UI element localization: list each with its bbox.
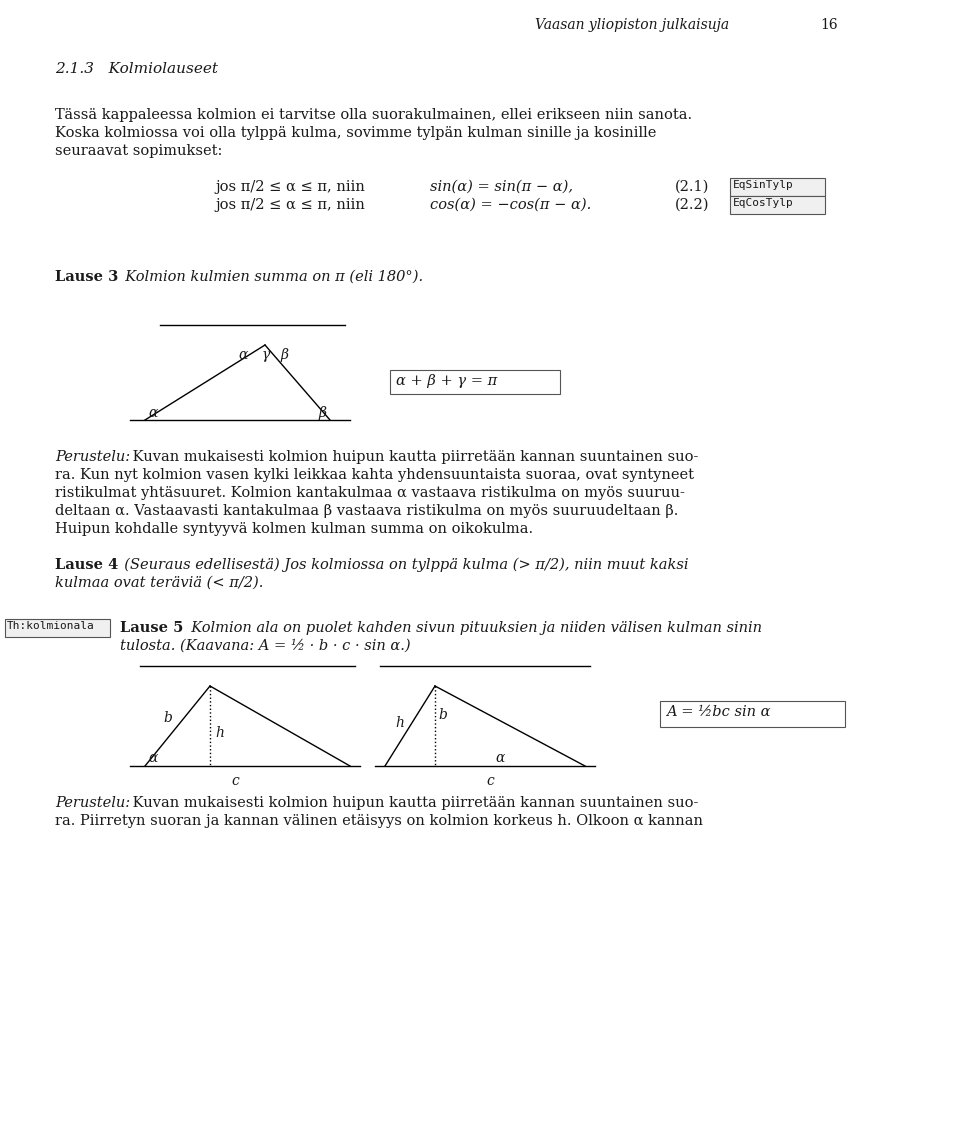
Text: EqSinTylp: EqSinTylp	[733, 180, 794, 191]
Text: (2.2): (2.2)	[675, 199, 709, 212]
Text: jos π/2 ≤ α ≤ π, niin: jos π/2 ≤ α ≤ π, niin	[215, 180, 365, 194]
Text: Tässä kappaleessa kolmion ei tarvitse olla suorakulmainen, ellei erikseen niin s: Tässä kappaleessa kolmion ei tarvitse ol…	[55, 108, 692, 122]
Text: (2.1): (2.1)	[675, 180, 709, 194]
Text: α: α	[495, 751, 504, 764]
Text: α: α	[148, 406, 157, 420]
Text: Huipun kohdalle syntyyvä kolmen kulman summa on oikokulma.: Huipun kohdalle syntyyvä kolmen kulman s…	[55, 521, 533, 536]
Text: jos π/2 ≤ α ≤ π, niin: jos π/2 ≤ α ≤ π, niin	[215, 199, 365, 212]
Text: α: α	[238, 348, 248, 362]
Text: ra. Kun nyt kolmion vasen kylki leikkaa kahta yhdensuuntaista suoraa, ovat synty: ra. Kun nyt kolmion vasen kylki leikkaa …	[55, 468, 694, 482]
Text: Vaasan yliopiston julkaisuja: Vaasan yliopiston julkaisuja	[535, 18, 730, 32]
Text: Kuvan mukaisesti kolmion huipun kautta piirretään kannan suuntainen suo-: Kuvan mukaisesti kolmion huipun kautta p…	[128, 450, 698, 464]
Text: γ: γ	[262, 348, 271, 362]
Text: b: b	[163, 711, 172, 725]
Text: β: β	[280, 348, 288, 362]
Bar	[660, 701, 845, 727]
Text: cos(α) = −cos(π − α).: cos(α) = −cos(π − α).	[430, 199, 591, 212]
Bar	[730, 178, 825, 196]
Text: Kolmion ala on puolet kahden sivun pituuksien ja niiden välisen kulman sinin: Kolmion ala on puolet kahden sivun pituu…	[182, 621, 762, 636]
Text: Th:kolmionala: Th:kolmionala	[7, 621, 95, 631]
Text: α + β + γ = π: α + β + γ = π	[396, 374, 497, 388]
Bar	[390, 370, 560, 394]
Text: deltaan α. Vastaavasti kantakulmaa β vastaava ristikulma on myös suuruudeltaan β: deltaan α. Vastaavasti kantakulmaa β vas…	[55, 504, 679, 518]
Text: A = ½bc sin α: A = ½bc sin α	[666, 705, 771, 719]
Text: sin(α) = sin(π − α),: sin(α) = sin(π − α),	[430, 180, 573, 194]
Bar	[730, 196, 825, 215]
Text: c: c	[486, 774, 493, 788]
Text: Perustelu:: Perustelu:	[55, 450, 131, 464]
Text: Koska kolmiossa voi olla tylppä kulma, sovimme tylpän kulman sinille ja kosinill: Koska kolmiossa voi olla tylppä kulma, s…	[55, 126, 657, 140]
Text: ristikulmat yhtäsuuret. Kolmion kantakulmaa α vastaava ristikulma on myös suuruu: ristikulmat yhtäsuuret. Kolmion kantakul…	[55, 486, 684, 500]
Text: Kolmion kulmien summa on π (eli 180°).: Kolmion kulmien summa on π (eli 180°).	[116, 270, 423, 284]
Text: Lause 5: Lause 5	[120, 621, 183, 636]
Text: 16: 16	[820, 18, 838, 32]
Text: h: h	[215, 726, 224, 741]
Text: c: c	[231, 774, 239, 788]
Text: kulmaa ovat teräviä (< π/2).: kulmaa ovat teräviä (< π/2).	[55, 576, 263, 590]
Text: Kuvan mukaisesti kolmion huipun kautta piirretään kannan suuntainen suo-: Kuvan mukaisesti kolmion huipun kautta p…	[128, 796, 698, 810]
Text: 2.1.3   Kolmiolauseet: 2.1.3 Kolmiolauseet	[55, 62, 218, 76]
Text: ra. Piirretyn suoran ja kannan välinen etäisyys on kolmion korkeus h. Olkoon α k: ra. Piirretyn suoran ja kannan välinen e…	[55, 814, 703, 828]
Text: Perustelu:: Perustelu:	[55, 796, 131, 810]
Text: seuraavat sopimukset:: seuraavat sopimukset:	[55, 144, 223, 157]
Text: Lause 4: Lause 4	[55, 558, 118, 572]
Text: (Seuraus edellisestä) Jos kolmiossa on tylppä kulma (> π/2), niin muut kaksi: (Seuraus edellisestä) Jos kolmiossa on t…	[115, 558, 688, 573]
Text: Lause 3: Lause 3	[55, 270, 118, 284]
Text: EqCosTylp: EqCosTylp	[733, 199, 794, 208]
Text: h: h	[395, 717, 404, 730]
Text: b: b	[438, 709, 446, 722]
Text: tulosta. (Kaavana: A = ½ · b · c · sin α.): tulosta. (Kaavana: A = ½ · b · c · sin α…	[120, 639, 411, 653]
Text: α: α	[148, 751, 157, 764]
Bar	[5, 620, 110, 637]
Text: β: β	[318, 406, 326, 420]
